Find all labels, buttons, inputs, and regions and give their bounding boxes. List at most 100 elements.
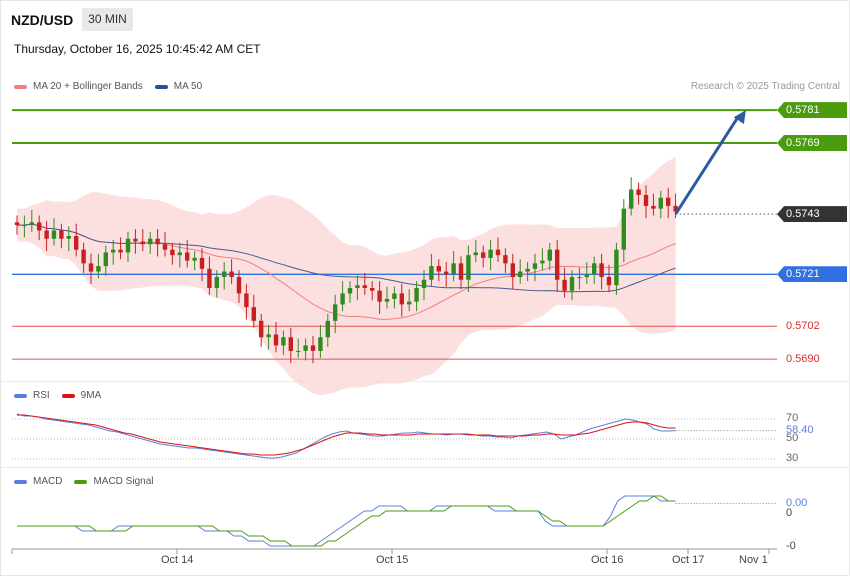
- candle-body: [421, 279, 427, 288]
- candle-body: [185, 252, 190, 261]
- candle-body: [288, 337, 293, 351]
- candle-body: [503, 255, 508, 264]
- candle-body: [540, 260, 545, 264]
- candle-body: [207, 268, 212, 288]
- price-legend: MA 20 + Bollinger Bands MA 50: [14, 81, 202, 92]
- candle-body: [525, 268, 530, 272]
- candle-body: [133, 238, 138, 242]
- candle-body: [51, 230, 57, 239]
- candle-body: [370, 287, 375, 291]
- macd-tick-label: -0: [786, 540, 796, 552]
- candle-body: [296, 350, 301, 352]
- candle-body: [155, 238, 160, 245]
- candle-body: [392, 293, 397, 299]
- macd-swatch: [14, 479, 27, 484]
- candle-body: [347, 287, 353, 294]
- candle-body: [658, 197, 663, 209]
- candle-body: [414, 287, 419, 302]
- candle-body: [458, 263, 464, 280]
- x-tick-label: Oct 17: [672, 554, 705, 566]
- ma50-legend-label: MA 50: [173, 81, 203, 92]
- rsi-swatch: [14, 393, 27, 398]
- candle-body: [362, 285, 367, 288]
- macd-line: [17, 495, 676, 547]
- macd-signal-swatch: [74, 479, 88, 484]
- x-tick-label: Oct 14: [161, 554, 194, 566]
- macd-legend: MACD MACD Signal: [14, 476, 153, 487]
- candle-body: [547, 249, 552, 261]
- timeframe-badge[interactable]: 30 MIN: [82, 8, 133, 31]
- candle-body: [192, 257, 197, 261]
- rsi-line: [16, 413, 676, 459]
- candle-body: [111, 249, 116, 253]
- candle-body: [473, 252, 478, 256]
- candle-body: [444, 271, 449, 275]
- macd-signal-line: [17, 495, 676, 547]
- candle-body: [481, 252, 486, 258]
- candle-body: [562, 279, 567, 291]
- rsi-legend: RSI 9MA: [14, 390, 101, 401]
- macd-tick-label: 0: [786, 506, 793, 519]
- candle-body: [355, 285, 360, 288]
- candle-body: [436, 266, 441, 272]
- candle-body: [614, 249, 619, 286]
- candle-body: [222, 271, 227, 278]
- x-tick-label: Oct 15: [376, 554, 409, 566]
- candle-body: [59, 230, 64, 239]
- candle-body: [244, 293, 249, 308]
- candle-body: [569, 277, 575, 291]
- candle-body: [666, 197, 671, 206]
- candle-body: [266, 334, 271, 338]
- projection-arrow: [674, 116, 740, 215]
- candle-body: [177, 252, 182, 256]
- candle-body: [377, 290, 382, 302]
- candle-body: [273, 334, 279, 346]
- symbol-title: NZD/USD: [11, 12, 74, 28]
- datetime-label: Thursday, October 16, 2025 10:45:42 AM C…: [14, 42, 261, 56]
- candle-body: [310, 345, 316, 351]
- rsi-tick-label: 50: [786, 432, 799, 444]
- pivot-level-label: 0.5721: [777, 266, 847, 283]
- credit-text: Research © 2025 Trading Central: [690, 81, 840, 92]
- candle-body: [584, 274, 589, 278]
- last-price-level-label: 0.5743: [777, 206, 847, 223]
- ma20-swatch: [14, 84, 27, 89]
- candle-body: [606, 277, 612, 286]
- candle-body: [37, 222, 42, 231]
- candle-body: [333, 304, 338, 321]
- panel-divider-rsi: [1, 381, 849, 382]
- candle-body: [170, 249, 175, 256]
- x-tick-label: Nov 1: [739, 554, 768, 566]
- candle-body: [451, 263, 456, 275]
- candle-body: [466, 255, 471, 280]
- macd-legend-label: MACD: [33, 476, 63, 487]
- candle-body: [148, 238, 153, 245]
- candle-body: [81, 249, 86, 264]
- candle-body: [281, 337, 286, 346]
- candle-body: [118, 249, 123, 253]
- candle-body: [621, 208, 626, 250]
- candle-body: [384, 298, 390, 302]
- candle-body: [599, 263, 604, 278]
- candle-body: [532, 263, 538, 269]
- candle-body: [577, 277, 582, 279]
- candle-body: [318, 337, 323, 351]
- candle-body: [74, 236, 79, 250]
- resistance-level-label: 0.5781: [777, 102, 847, 119]
- candle-body: [488, 249, 493, 258]
- candle-body: [22, 225, 27, 227]
- candle-body: [199, 257, 205, 269]
- rsi-ma-line: [17, 414, 676, 456]
- rsi-value-label: 58.40: [786, 423, 814, 436]
- candle-body: [340, 293, 345, 305]
- candle-body: [510, 263, 515, 278]
- candle-body: [236, 277, 242, 294]
- support-level-label: 0.5702: [786, 320, 820, 333]
- candle-body: [29, 222, 34, 226]
- candle-body: [651, 205, 656, 209]
- candle-body: [495, 249, 501, 256]
- candle-body: [673, 205, 678, 212]
- candle-body: [259, 320, 264, 338]
